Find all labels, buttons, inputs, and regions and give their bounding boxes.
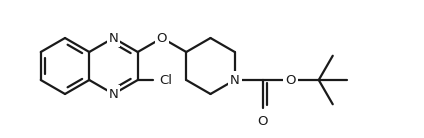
Text: N: N bbox=[109, 87, 118, 100]
Text: O: O bbox=[157, 31, 167, 44]
Text: Cl: Cl bbox=[159, 74, 172, 87]
Text: N: N bbox=[109, 31, 118, 44]
Text: N: N bbox=[230, 74, 240, 87]
Text: O: O bbox=[285, 74, 296, 87]
Text: O: O bbox=[257, 115, 268, 128]
